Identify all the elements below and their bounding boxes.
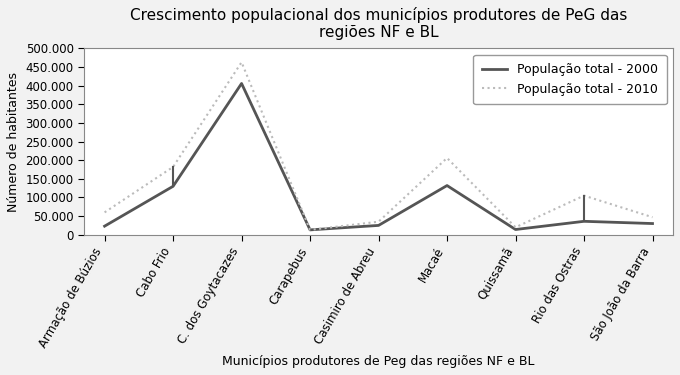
População total - 2010 [375, 219, 383, 224]
População total - 2000 [237, 81, 245, 86]
População total - 2010 [101, 210, 109, 214]
População total - 2000 [580, 219, 588, 224]
Line: População total - 2000: População total - 2000 [105, 84, 653, 230]
População total - 2010 [511, 225, 520, 230]
População total - 2010 [237, 60, 245, 64]
X-axis label: Municípios produtores de Peg das regiões NF e BL: Municípios produtores de Peg das regiões… [222, 355, 534, 368]
População total - 2010 [306, 228, 314, 232]
População total - 2000 [649, 221, 657, 226]
Title: Crescimento populacional dos municípios produtores de PeG das
regiões NF e BL: Crescimento populacional dos municípios … [130, 7, 627, 40]
População total - 2000 [169, 184, 177, 189]
Line: População total - 2010: População total - 2010 [105, 62, 653, 230]
População total - 2010 [169, 165, 177, 169]
Y-axis label: Número de habitantes: Número de habitantes [7, 72, 20, 211]
População total - 2000 [443, 183, 451, 188]
População total - 2010 [443, 156, 451, 160]
População total - 2000 [101, 224, 109, 228]
População total - 2000 [375, 223, 383, 228]
População total - 2010 [580, 194, 588, 198]
Legend: População total - 2000, População total - 2010: População total - 2000, População total … [473, 55, 667, 105]
População total - 2000 [511, 227, 520, 232]
População total - 2000 [306, 228, 314, 232]
População total - 2010 [649, 215, 657, 219]
